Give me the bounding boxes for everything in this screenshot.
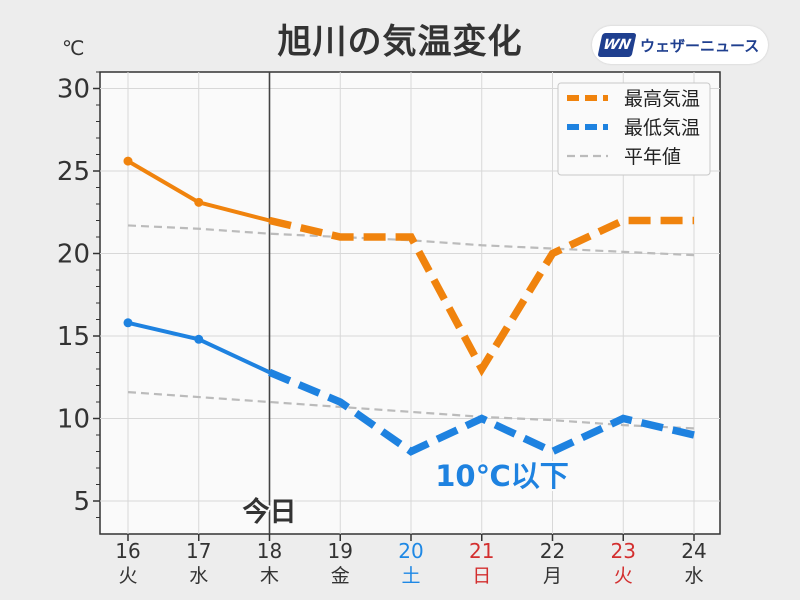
x-tick-label: 19	[328, 539, 353, 563]
x-tick-label: 24	[681, 539, 706, 563]
y-tick-label: 5	[73, 487, 90, 517]
min-forecast-line	[268, 368, 695, 456]
y-tick-label: 25	[57, 157, 90, 187]
max-data-point	[123, 156, 133, 166]
min-data-point	[123, 318, 133, 328]
normal-high-line	[127, 224, 695, 257]
min-data-point	[194, 334, 204, 344]
x-tick-label: 20	[398, 539, 423, 563]
x-weekday-label: 火	[118, 565, 137, 587]
today-label: 今日	[243, 496, 297, 528]
x-weekday-label: 木	[260, 565, 279, 587]
x-tick-label: 21	[469, 539, 494, 563]
x-weekday-label: 月	[543, 565, 562, 587]
brand-name: ウェザーニュース	[640, 37, 760, 55]
normal-low-line	[127, 391, 695, 430]
y-tick-label: 10	[57, 405, 90, 435]
y-tick-label: 15	[57, 322, 90, 352]
legend-box	[557, 82, 711, 176]
x-weekday-label: 水	[684, 565, 703, 587]
annotation-label: 10℃以下	[435, 459, 568, 493]
brand-logo: WN ウェザーニュース	[592, 26, 768, 64]
x-tick-label: 16	[115, 539, 140, 563]
legend-normal-label: 平年値	[624, 146, 681, 168]
brand-mark-icon: WN	[597, 33, 637, 57]
chart-title: 旭川の気温変化	[277, 22, 523, 62]
y-axis-unit: ℃	[62, 36, 85, 60]
x-tick-label: 17	[186, 539, 211, 563]
x-weekday-label: 土	[401, 565, 420, 587]
x-weekday-label: 水	[189, 565, 208, 587]
x-weekday-label: 火	[614, 565, 633, 587]
max-forecast-line	[268, 216, 694, 377]
legend-min-label: 最低気温	[624, 117, 700, 139]
x-weekday-label: 日	[472, 565, 491, 587]
y-tick-label: 20	[57, 240, 90, 270]
x-tick-label: 23	[611, 539, 636, 563]
x-tick-label: 18	[257, 539, 282, 563]
x-weekday-label: 金	[331, 565, 350, 587]
y-tick-label: 30	[57, 75, 90, 105]
max-data-point	[194, 197, 204, 207]
legend-max-label: 最高気温	[624, 88, 700, 110]
x-tick-label: 22	[540, 539, 565, 563]
